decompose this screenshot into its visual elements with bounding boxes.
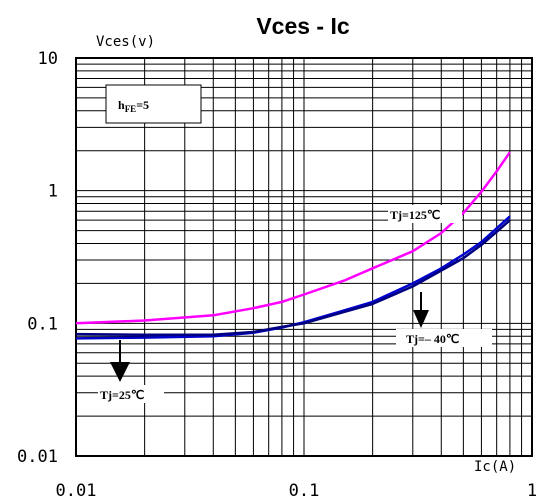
- chart-title: Vces - Ic: [256, 13, 350, 39]
- y-axis-label: Vces(v): [96, 34, 155, 50]
- hfe-value: =5: [136, 98, 149, 112]
- hfe-subscript: FE: [125, 104, 137, 114]
- arrow-head-25: [110, 362, 130, 382]
- label-box-125: [388, 205, 462, 223]
- x-tick-label: 1: [527, 481, 537, 501]
- hfe-symbol: h: [118, 98, 125, 112]
- series-group: [75, 151, 511, 340]
- tick-labels: 0.01 0.1 1 10 1 0.1 0.01: [17, 49, 537, 501]
- y-tick-label: 0.1: [27, 314, 58, 334]
- arrow-head-minus40: [413, 310, 429, 328]
- label-tj-minus40: Tj=– 40℃: [406, 332, 459, 346]
- y-tick-label: 0.01: [17, 447, 58, 467]
- annotations: Tj=125℃ Tj=– 40℃ Tj=25℃: [98, 205, 492, 403]
- label-tj-25: Tj=25℃: [100, 388, 144, 402]
- hfe-parameter-box: hFE=5: [105, 84, 202, 124]
- label-tj-125: Tj=125℃: [390, 208, 440, 222]
- label-box-minus40: [396, 329, 492, 347]
- hfe-box-frame: [105, 84, 202, 124]
- x-tick-label: 0.1: [289, 481, 320, 501]
- series-line-tj-125-: [75, 151, 511, 325]
- series-line-tj-25-: [75, 215, 511, 340]
- series-line-tj-40-: [75, 219, 511, 337]
- label-box-25: [98, 385, 164, 403]
- x-axis-label: Ic(A): [474, 459, 516, 475]
- x-tick-label: 0.01: [56, 481, 97, 501]
- hfe-label: hFE=5: [118, 98, 149, 114]
- y-tick-label: 10: [38, 49, 58, 69]
- plot-frame: [75, 57, 533, 457]
- y-tick-label: 1: [48, 182, 58, 202]
